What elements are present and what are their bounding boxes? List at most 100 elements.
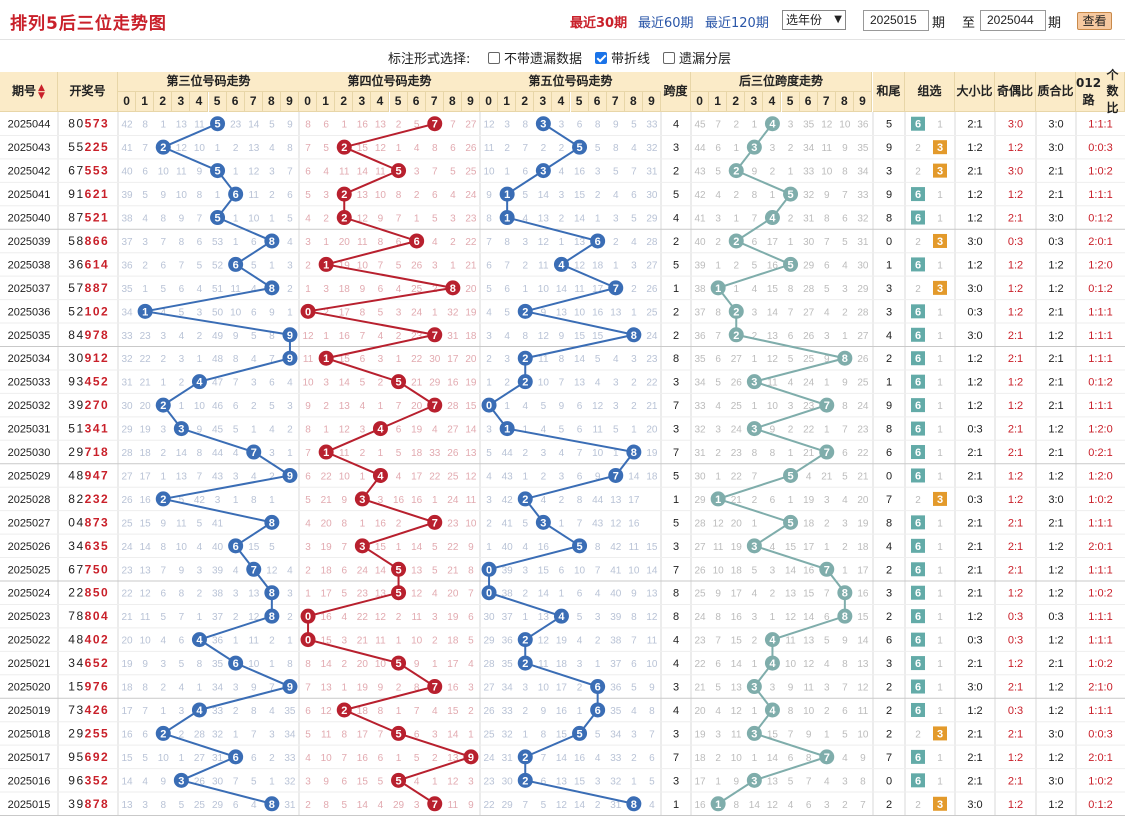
miss-count: 37: [502, 612, 514, 623]
miss-count: 7: [824, 589, 830, 600]
miss-count: 1: [788, 167, 794, 178]
miss-count: 1: [160, 378, 166, 389]
miss-count: 5: [631, 120, 637, 131]
miss-count: 3: [287, 589, 293, 600]
miss-count: 7: [341, 753, 347, 764]
option-miss-layer[interactable]: 遗漏分层: [663, 48, 731, 67]
recent-60-link[interactable]: 最近60期: [638, 16, 694, 31]
to-issue-input[interactable]: 2025044: [980, 10, 1046, 31]
miss-count: 3: [287, 401, 293, 412]
miss-count: 29: [646, 214, 658, 225]
from-issue-input[interactable]: 2025015: [863, 10, 929, 31]
ratio-value: 1:2: [1048, 470, 1063, 482]
digit4-ball-label: 4: [377, 424, 384, 436]
miss-count: 6: [842, 448, 848, 459]
miss-count: 3: [577, 659, 583, 670]
miss-count: 5: [842, 471, 848, 482]
year-select[interactable]: 选年份 ▼: [782, 10, 846, 30]
checkbox-unchecked-icon[interactable]: [663, 52, 675, 64]
header-issue[interactable]: 期号 ▲ ▼: [0, 72, 58, 112]
miss-count: 15: [357, 776, 369, 787]
digit3-ball: [228, 186, 244, 202]
ratio-value: 2:1: [1008, 424, 1023, 436]
miss-count: 5: [269, 401, 275, 412]
miss-count: 26: [646, 284, 658, 295]
issue-number: 2025034: [8, 353, 51, 365]
option-no-miss[interactable]: 不带遗漏数据: [488, 48, 582, 67]
miss-count: 4: [842, 495, 848, 506]
miss-count: 13: [767, 331, 779, 342]
query-button[interactable]: 查看: [1077, 12, 1112, 30]
span-ball-label: 5: [787, 470, 793, 482]
ratio-value: 2:1: [1008, 517, 1023, 529]
miss-count: 2: [450, 237, 456, 248]
miss-count: 4: [595, 378, 601, 389]
table-row: 2025032 3 9 2 7 0 30 20 1 10 46 6 2 5 3 9 2 13 4 1 7 20 28 15 1 4…: [0, 398, 1125, 418]
span-ball: [746, 679, 762, 695]
miss-count: 10: [302, 378, 314, 389]
miss-count: 7: [752, 214, 758, 225]
group-miss: 1: [937, 753, 943, 764]
digit3-ball-label: 6: [233, 189, 239, 201]
miss-count: 9: [269, 307, 275, 318]
miss-count: 16: [574, 167, 586, 178]
span-ball-label: 7: [824, 400, 830, 412]
miss-count: 6: [251, 307, 257, 318]
miss-count: 25: [694, 589, 706, 600]
miss-count: 2: [631, 284, 637, 295]
miss-count: 15: [574, 776, 586, 787]
span-value: 8: [673, 611, 679, 623]
miss-count: 35: [502, 659, 514, 670]
recent-30-link[interactable]: 最近30期: [570, 16, 628, 31]
miss-count: 2: [752, 331, 758, 342]
miss-count: 3: [323, 284, 329, 295]
miss-count: 23: [465, 214, 477, 225]
miss-count: 10: [538, 378, 550, 389]
header-digit: 1: [709, 92, 728, 112]
checkbox-unchecked-icon[interactable]: [488, 52, 500, 64]
digit4-ball: [300, 632, 316, 648]
recent-120-link[interactable]: 最近120期: [705, 16, 769, 31]
miss-count: 8: [160, 800, 166, 811]
miss-count: 12: [785, 612, 797, 623]
miss-count: 4: [142, 776, 148, 787]
miss-count: 3: [541, 448, 547, 459]
miss-count: 14: [767, 753, 779, 764]
miss-count: 1: [504, 401, 510, 412]
miss-count: 3: [824, 331, 830, 342]
group-badge: [911, 538, 925, 553]
miss-count: 45: [694, 120, 706, 131]
digit4-ball: [427, 796, 443, 812]
miss-count: 8: [504, 237, 510, 248]
miss-count: 10: [321, 753, 333, 764]
miss-count: 2: [770, 167, 776, 178]
miss-count: 4: [341, 612, 347, 623]
ratio-value: 2:1: [967, 470, 982, 482]
miss-count: 10: [158, 167, 170, 178]
digit3-ball-label: 8: [269, 236, 275, 248]
miss-count: 4: [541, 425, 547, 436]
miss-count: 14: [538, 589, 550, 600]
span-ball: [764, 116, 780, 132]
checkbox-checked-icon[interactable]: [595, 52, 607, 64]
miss-count: 3: [468, 683, 474, 694]
miss-count: 35: [212, 659, 224, 670]
miss-count: 31: [284, 800, 296, 811]
miss-count: 11: [140, 612, 151, 623]
digit4-ball: [427, 116, 443, 132]
option-with-line[interactable]: 带折线: [595, 48, 650, 67]
miss-count: 2: [269, 753, 275, 764]
digit3-ball-label: 8: [269, 611, 275, 623]
miss-count: 4: [360, 401, 366, 412]
span-ball-label: 4: [769, 658, 776, 670]
digit3-ball-label: 8: [269, 517, 275, 529]
miss-count: 5: [577, 612, 583, 623]
sum-tail-value: 5: [886, 119, 892, 131]
group-badge: [911, 187, 925, 202]
miss-count: 11: [574, 284, 585, 295]
miss-count: 5: [197, 260, 203, 271]
miss-count: 20: [857, 495, 869, 506]
miss-count: 6: [179, 284, 185, 295]
